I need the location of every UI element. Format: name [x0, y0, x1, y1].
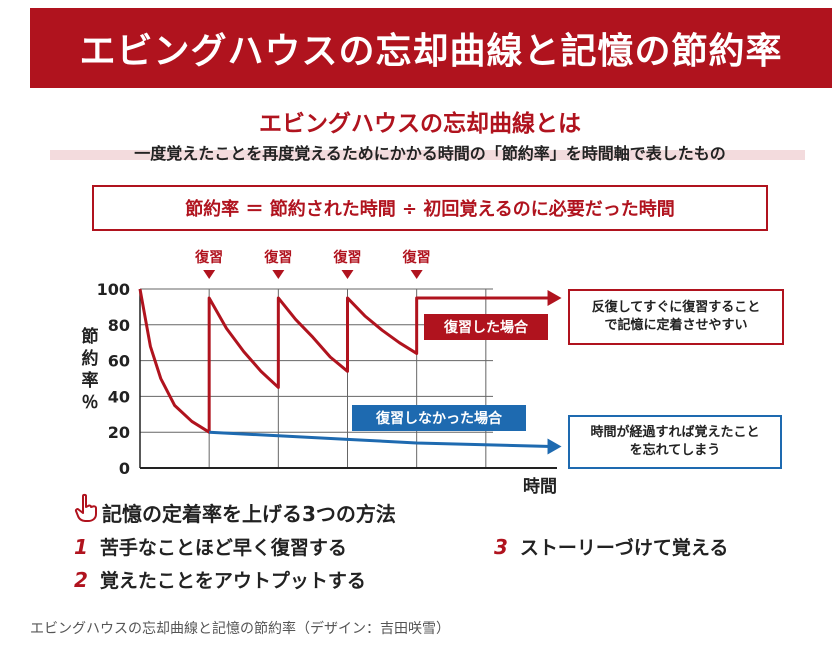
y-tick-label: 40 [108, 387, 130, 406]
chart-series [138, 288, 562, 455]
review-marker-label: 復習 [263, 249, 292, 266]
callout-not-reviewed-line2: を忘れてしまう [629, 443, 721, 458]
y-axis-label-4: ％ [82, 393, 99, 413]
method-item-2: 2 覚えたことをアウトプットする [74, 566, 366, 593]
y-tick-labels: 0 20 40 60 80 100 [97, 280, 130, 478]
banner-title: エビングハウスの忘却曲線と記憶の節約率 [79, 31, 783, 72]
pointing-hand-icon [74, 493, 97, 522]
method-text: 苦手なことほど早く復習する [99, 537, 347, 559]
chart-grid [139, 288, 557, 469]
callout-not-reviewed-line1: 時間が経過すれば覚えたこと [590, 425, 760, 440]
callout-not-reviewed: 時間が経過すれば覚えたこと を忘れてしまう [568, 415, 782, 469]
method-text: 覚えたことをアウトプットする [99, 570, 366, 592]
review-marker-arrow-icon [410, 270, 423, 279]
method-number: 3 [494, 535, 508, 559]
series-arrowhead-icon [547, 289, 562, 306]
review-marker-arrow-icon [341, 270, 354, 279]
title-banner: エビングハウスの忘却曲線と記憶の節約率 [30, 8, 832, 88]
y-tick-label: 80 [108, 316, 130, 335]
y-axis-label-1: 節 [81, 326, 99, 347]
method-number: 1 [74, 535, 88, 559]
series-arrowhead-icon [547, 438, 562, 455]
review-marker-label: 復習 [194, 249, 223, 266]
x-axis-label: 時間 [523, 476, 557, 497]
callout-reviewed: 反復してすぐに復習すること で記憶に定着させやすい [568, 289, 784, 345]
y-tick-label: 100 [97, 280, 130, 299]
section-subtitle: 一度覚えたことを再度覚えるためにかかる時間の「節約率」を時間軸で表したもの [134, 144, 726, 163]
review-marker-arrow-icon [272, 270, 285, 279]
subtitle-highlight [50, 150, 805, 160]
review-marker-label: 復習 [333, 249, 362, 266]
review-marker-label: 復習 [402, 249, 431, 266]
formula-text: 節約率 ＝ 節約された時間 ÷ 初回覚えるのに必要だった時間 [185, 199, 675, 220]
method-number: 2 [74, 568, 88, 592]
y-axis-label-2: 約 [82, 348, 99, 369]
formula-box: 節約率 ＝ 節約された時間 ÷ 初回覚えるのに必要だった時間 [92, 185, 768, 231]
series-line [209, 430, 552, 449]
method-item-3: 3 ストーリーづけて覚える [494, 533, 728, 560]
review-markers: 復習 復習 復習 復習 [194, 249, 431, 279]
y-tick-label: 60 [108, 352, 130, 371]
callout-reviewed-line1: 反復してすぐに復習すること [591, 300, 761, 315]
methods-title: 記憶の定着率を上げる3つの方法 [102, 502, 396, 526]
y-tick-label: 0 [119, 459, 130, 478]
series-label-reviewed: 復習した場合 [424, 314, 548, 340]
series-line [138, 288, 552, 434]
y-tick-label: 20 [108, 423, 130, 442]
method-text: ストーリーづけて覚える [519, 537, 729, 559]
method-item-1: 1 苦手なことほど早く復習する [74, 533, 347, 560]
y-axis-label-3: 率 [82, 370, 99, 391]
figure-caption: エビングハウスの忘却曲線と記憶の節約率（デザイン：吉田咲雪） [30, 621, 450, 637]
callout-reviewed-line2: で記憶に定着させやすい [604, 318, 748, 333]
review-marker-arrow-icon [203, 270, 216, 279]
section-title: エビングハウスの忘却曲線とは [259, 111, 581, 137]
series-label-not-reviewed: 復習しなかった場合 [352, 405, 526, 431]
